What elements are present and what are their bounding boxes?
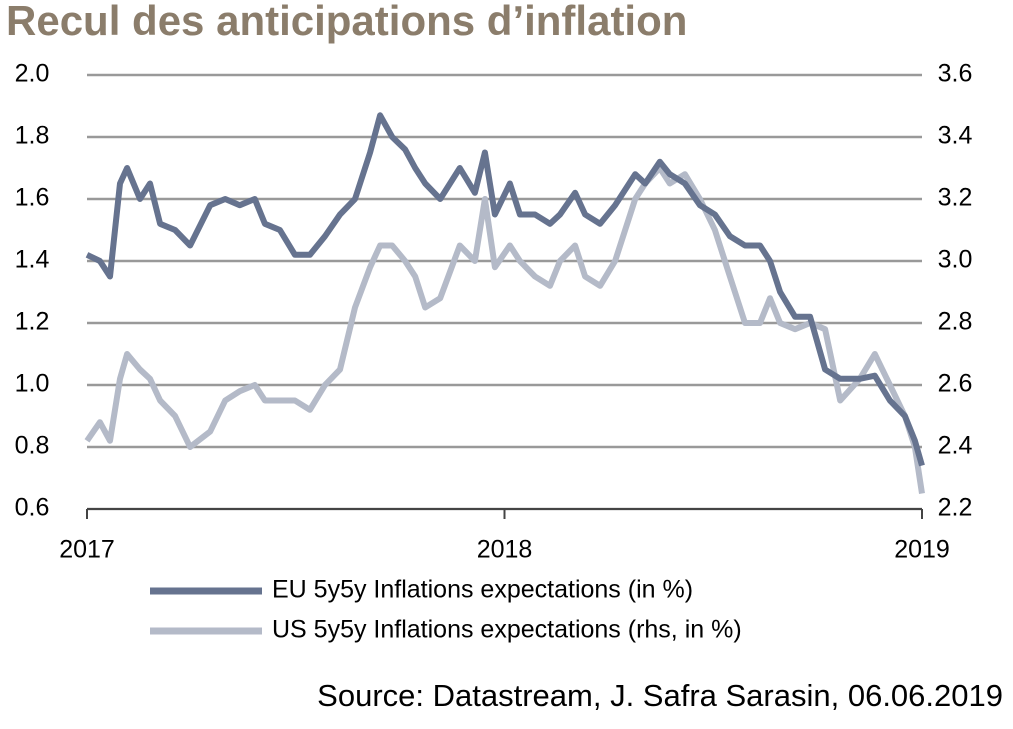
x-tick-label: 2019 — [894, 536, 950, 564]
y-tick-label: 1.0 — [15, 370, 50, 398]
data-line — [85, 112, 925, 467]
y-tick-label: 1.2 — [15, 308, 50, 336]
legend-label: EU 5y5y Inflations expectations (in %) — [272, 576, 693, 604]
y2-tick-label: 2.2 — [938, 494, 973, 522]
legend-label: US 5y5y Inflations expectations (rhs, in… — [272, 616, 742, 644]
y-tick-label: 0.8 — [15, 432, 50, 460]
y-tick-label: 0.6 — [15, 494, 50, 522]
x-tick-label: 2018 — [477, 536, 533, 564]
y-tick-label: 2.0 — [15, 60, 50, 88]
y-tick-label: 1.8 — [15, 122, 50, 150]
chart-title: Recul des anticipations d’inflation — [6, 0, 687, 44]
data-line — [84, 165, 925, 494]
y2-tick-label: 3.2 — [938, 184, 973, 212]
y2-tick-label: 2.4 — [938, 432, 973, 460]
source-note: Source: Datastream, J. Safra Sarasin, 06… — [317, 678, 1003, 713]
y2-tick-label: 2.6 — [938, 370, 973, 398]
y-tick-label: 1.4 — [15, 246, 50, 274]
x-tick-label: 2017 — [59, 536, 115, 564]
y2-tick-label: 2.8 — [938, 308, 973, 336]
y-tick-label: 1.6 — [15, 184, 50, 212]
y2-tick-label: 3.4 — [938, 122, 973, 150]
y2-tick-label: 3.6 — [938, 60, 973, 88]
y2-tick-label: 3.0 — [938, 246, 973, 274]
